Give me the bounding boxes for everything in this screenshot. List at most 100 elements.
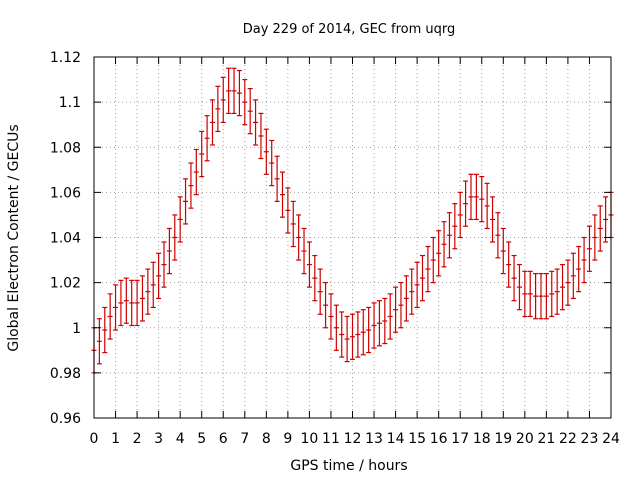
error-bar-point xyxy=(161,241,167,288)
error-bar-point xyxy=(382,297,388,345)
x-tick-label: 16 xyxy=(430,431,448,447)
error-bar-point xyxy=(409,268,415,315)
error-bar-point xyxy=(339,311,345,358)
error-bar-point xyxy=(436,230,442,277)
error-bar-point xyxy=(441,221,447,268)
x-tick-label: 14 xyxy=(387,431,405,447)
error-bar-point xyxy=(102,306,108,354)
x-axis-title: GPS time / hours xyxy=(290,458,407,474)
error-bar-point xyxy=(350,313,355,360)
error-bar-point xyxy=(285,187,291,234)
error-bar-point xyxy=(199,130,205,178)
x-tick-label: 0 xyxy=(90,431,99,447)
error-bar-point xyxy=(570,252,576,300)
y-tick-label: 0.98 xyxy=(50,366,81,382)
error-bar-point xyxy=(479,175,485,223)
y-tick-label: 1.06 xyxy=(50,185,81,201)
error-bar-point xyxy=(290,200,296,248)
error-bar-point xyxy=(446,212,452,259)
y-tick-label: 1 xyxy=(72,321,81,337)
error-bar-point xyxy=(123,277,129,324)
y-tick-label: 1.1 xyxy=(59,95,81,111)
error-bar-point xyxy=(183,178,189,225)
error-bar-point xyxy=(269,139,275,187)
y-axis-title: Global Electron Content / GECUs xyxy=(6,124,22,351)
error-bar-point xyxy=(274,155,280,202)
error-bar-point xyxy=(209,99,215,146)
x-tick-label: 1 xyxy=(111,431,120,447)
x-tick-label: 11 xyxy=(322,431,340,447)
x-tick-label: 10 xyxy=(301,431,319,447)
error-bar-point xyxy=(118,279,124,327)
error-bar-point xyxy=(581,236,587,284)
error-bar-point xyxy=(193,148,199,196)
error-bar-point xyxy=(306,241,312,288)
error-bar-point xyxy=(145,268,151,315)
error-bar-point xyxy=(376,300,382,347)
error-bar-point xyxy=(371,302,377,349)
x-tick-label: 7 xyxy=(240,431,249,447)
x-tick-label: 13 xyxy=(365,431,383,447)
error-bar-point xyxy=(188,162,194,209)
x-tick-label: 5 xyxy=(197,431,206,447)
error-bar-point xyxy=(317,268,323,315)
x-tick-label: 24 xyxy=(602,431,620,447)
error-bar-point xyxy=(430,236,436,284)
error-bar-point xyxy=(533,273,539,320)
error-bar-point xyxy=(597,205,603,252)
error-bar-point xyxy=(247,87,253,135)
error-bar-point xyxy=(554,268,560,315)
error-bar-point xyxy=(603,196,609,243)
x-tick-label: 17 xyxy=(451,431,469,447)
error-bar-point xyxy=(403,275,409,322)
data-series xyxy=(91,67,614,374)
error-bar-point xyxy=(511,254,517,302)
x-tick-label: 23 xyxy=(581,431,599,447)
error-bar-point xyxy=(414,261,420,309)
error-bar-point xyxy=(398,282,404,329)
error-bar-point xyxy=(226,67,232,115)
y-tick-label: 1.02 xyxy=(50,276,81,292)
error-bar-point xyxy=(236,69,242,117)
x-tick-label: 12 xyxy=(344,431,362,447)
error-bar-point xyxy=(215,85,221,133)
error-bar-point xyxy=(279,171,285,218)
error-bar-point xyxy=(463,180,469,227)
error-bar-point xyxy=(560,263,566,311)
error-bar-point xyxy=(516,263,522,311)
error-bar-point xyxy=(166,227,172,275)
error-bar-point xyxy=(134,279,140,327)
x-tick-label: 8 xyxy=(262,431,271,447)
x-tick-label: 3 xyxy=(154,431,163,447)
error-bar-point xyxy=(312,254,318,302)
x-tick-label: 20 xyxy=(516,431,534,447)
x-tick-label: 19 xyxy=(494,431,512,447)
error-bar-point xyxy=(420,254,426,302)
y-tick-label: 1.08 xyxy=(50,140,81,156)
plot-frame xyxy=(93,56,612,419)
error-bar-point xyxy=(457,191,463,239)
error-bar-point xyxy=(96,318,102,365)
error-bar-point xyxy=(139,275,145,322)
x-tick-label: 9 xyxy=(283,431,292,447)
error-bar-point xyxy=(490,196,496,243)
error-bar-point xyxy=(586,225,592,272)
error-bar-point xyxy=(355,311,361,358)
error-bar-point xyxy=(258,112,264,160)
x-tick-label: 4 xyxy=(176,431,185,447)
x-tick-label: 21 xyxy=(537,431,555,447)
error-bar-point xyxy=(576,245,582,293)
error-bar-point xyxy=(565,259,571,306)
error-bar-point xyxy=(452,203,458,250)
error-bar-point xyxy=(360,309,366,356)
error-bar-point xyxy=(204,115,210,162)
y-tick-label: 0.96 xyxy=(50,411,81,427)
error-bar-point xyxy=(506,241,512,288)
axes: 0 1 2 3 4 5 6 7 8 9 10 11 12 13 14 15 16 17 18 19 20 21 22 23 24… xyxy=(50,50,620,447)
error-bar-point xyxy=(387,293,393,340)
x-tick-label: 15 xyxy=(408,431,426,447)
x-tick-label: 6 xyxy=(219,431,228,447)
error-bar-point xyxy=(253,99,259,146)
error-bar-point xyxy=(425,245,431,293)
